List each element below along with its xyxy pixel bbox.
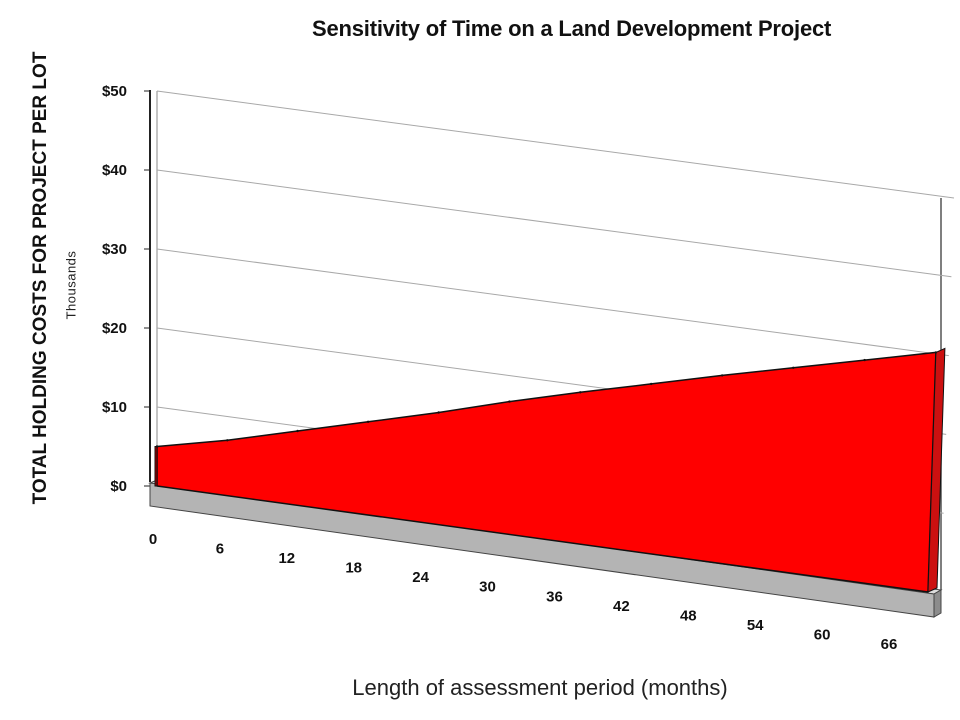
- area-series-side: [927, 347, 946, 593]
- x-tick-label: 36: [546, 588, 563, 605]
- gridline: [156, 90, 955, 199]
- x-tick-labels: 0 6 12 18 24 30 36 42 48 54 60 66: [149, 531, 898, 653]
- data-point-36: [579, 391, 582, 394]
- floor-side: [933, 589, 942, 618]
- x-tick-label: 6: [216, 541, 224, 558]
- y-tick-label: $0: [110, 478, 127, 495]
- x-tick-label: 12: [278, 550, 295, 567]
- gridline: [156, 169, 952, 278]
- series-area: [154, 347, 946, 593]
- x-tick-label: 30: [479, 579, 496, 596]
- y-tick-labels: $0 $10 $20 $30 $40 $50: [102, 83, 127, 495]
- chart-title: Sensitivity of Time on a Land Developmen…: [312, 16, 832, 41]
- y-tick-label: $20: [102, 320, 127, 337]
- data-point-6: [226, 439, 229, 442]
- x-tick-label: 60: [814, 627, 831, 644]
- x-axis-label: Length of assessment period (months): [352, 675, 728, 700]
- y-tick-label: $40: [102, 162, 127, 179]
- data-point-12: [296, 429, 299, 433]
- y-tick-label: $30: [102, 241, 127, 258]
- x-tick-label: 54: [747, 617, 764, 634]
- x-tick-label: 18: [345, 560, 362, 577]
- y-tick-label: $50: [102, 83, 127, 100]
- data-point-54: [792, 366, 795, 369]
- x-tick-label: 42: [613, 598, 630, 615]
- area-series-left-edge: [154, 446, 158, 487]
- data-point-66: [934, 351, 938, 354]
- data-point-48: [721, 374, 724, 377]
- y-tick-label: $10: [102, 399, 127, 416]
- x-tick-label: 0: [149, 531, 157, 548]
- x-tick-label: 66: [881, 636, 898, 653]
- data-point-24: [437, 411, 440, 414]
- data-point-60: [863, 358, 866, 362]
- data-point-42: [650, 382, 653, 386]
- gridline: [156, 248, 949, 357]
- data-point-18: [366, 420, 370, 423]
- x-tick-label: 24: [412, 569, 429, 586]
- x-tick-label: 48: [680, 607, 697, 624]
- data-point-0: [155, 445, 159, 448]
- data-point-30: [508, 400, 511, 403]
